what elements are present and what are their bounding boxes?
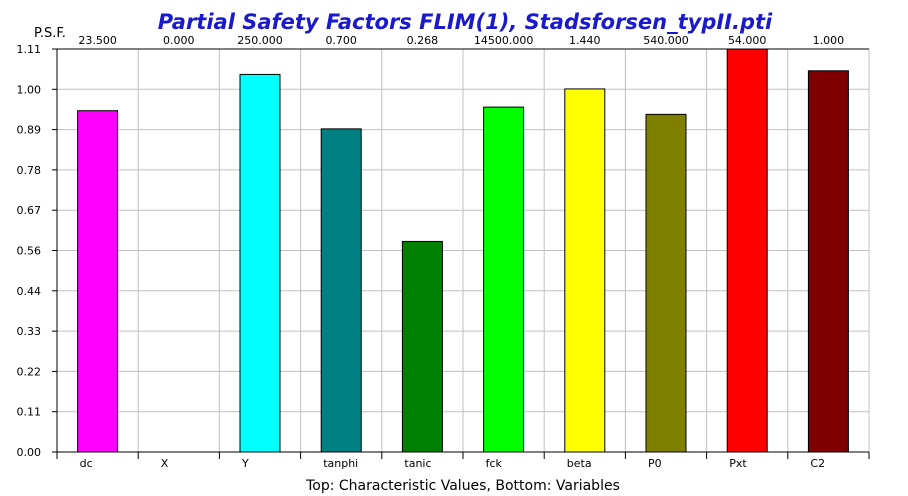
bars: [77, 48, 849, 453]
category-label: dc: [80, 457, 93, 470]
category-label: Y: [241, 457, 249, 470]
characteristic-value-label: 0.268: [407, 34, 439, 47]
characteristic-value-label: 1.440: [569, 34, 601, 47]
y-tick-label: 1.00: [17, 83, 42, 96]
category-label: tanphi: [323, 457, 358, 470]
characteristic-value-label: 0.700: [325, 34, 357, 47]
characteristic-value-label: 0.000: [163, 34, 195, 47]
bar-beta: [564, 88, 606, 453]
bar-dc: [77, 110, 119, 453]
category-label: fck: [486, 457, 503, 470]
characteristic-value-label: 1.000: [813, 34, 845, 47]
characteristic-value-label: 23.500: [78, 34, 117, 47]
category-label: beta: [567, 457, 592, 470]
category-label: X: [161, 457, 169, 470]
y-tick-label: 0.56: [17, 245, 42, 258]
characteristic-value-label: 540.000: [643, 34, 689, 47]
y-tick-label: 0.67: [17, 204, 42, 217]
category-label: P0: [648, 457, 662, 470]
characteristic-value-label: 250.000: [237, 34, 283, 47]
bar-tanic: [401, 240, 443, 453]
characteristic-value-label: 14500.000: [474, 34, 534, 47]
bar-p0: [645, 113, 687, 453]
category-label: Pxt: [729, 457, 747, 470]
y-tick-label: 0.33: [17, 325, 42, 338]
y-tick-label: 0.11: [17, 406, 42, 419]
y-tick-label: 0.00: [17, 446, 42, 459]
bar-y: [239, 73, 281, 453]
category-label: tanic: [404, 457, 431, 470]
y-axis-label: P.S.F.: [34, 26, 66, 41]
bar-fck: [483, 106, 525, 453]
y-tick-label: 0.89: [17, 124, 42, 137]
bar-tanphi: [320, 128, 362, 453]
y-tick-label: 0.78: [17, 164, 42, 177]
x-axis-label: Top: Characteristic Values, Bottom: Vari…: [305, 478, 620, 494]
y-tick-label: 0.22: [17, 365, 42, 378]
y-tick-label: 1.11: [17, 43, 42, 56]
bar-pxt: [726, 48, 768, 453]
labels: 0.00 0.11 0.22 0.33 0.44 0.56 0.67 0.78 0.89 1.00…: [17, 34, 845, 470]
category-label: C2: [810, 457, 825, 470]
bar-c2: [807, 70, 849, 453]
y-tick-label: 0.44: [17, 285, 42, 298]
axes: [52, 48, 870, 459]
characteristic-value-label: 54.000: [728, 34, 767, 47]
chart-title: Partial Safety Factors FLIM(1), Stadsfor…: [158, 10, 773, 34]
